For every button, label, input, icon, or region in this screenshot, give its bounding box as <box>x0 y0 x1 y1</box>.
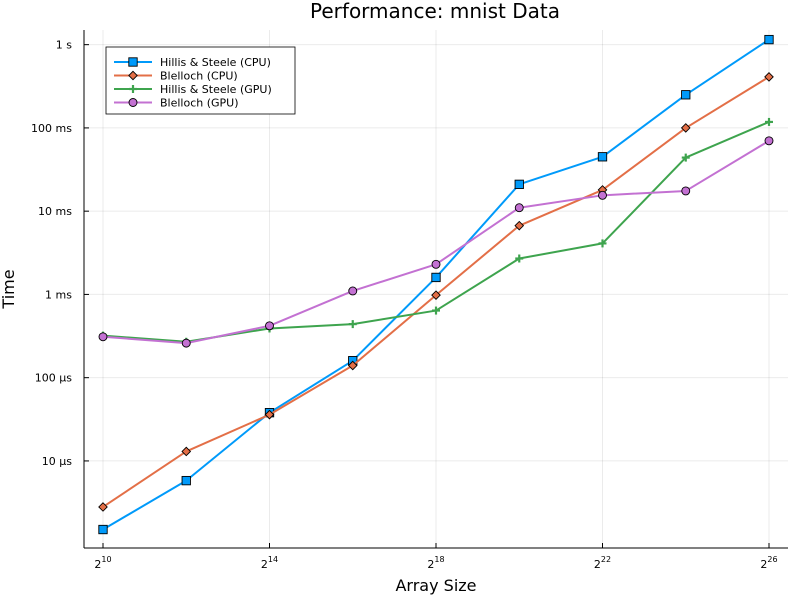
y-ticks: 10 µs 100 µs 1 ms 10 ms 100 ms 1 s <box>31 39 89 468</box>
data-point <box>181 475 191 486</box>
x-tick-exponent: 18 <box>434 555 444 564</box>
series-2 <box>98 72 774 512</box>
x-tick-label: 210 <box>94 555 111 571</box>
x-tick-base: 2 <box>427 558 434 571</box>
x-tick-base: 2 <box>261 558 268 571</box>
x-tick-exponent: 14 <box>268 555 278 564</box>
data-point <box>98 332 108 342</box>
series <box>98 34 774 535</box>
data-point <box>181 338 191 348</box>
y-tick-label: 100 ms <box>31 122 72 135</box>
x-ticks: 210 214 218 222 226 <box>94 543 778 571</box>
data-point <box>764 72 774 82</box>
legend-marker <box>128 57 138 67</box>
x-tick-base: 2 <box>94 558 101 571</box>
legend-label: Hillis & Steele (CPU) <box>160 56 271 69</box>
x-tick-label: 222 <box>594 555 611 571</box>
legend: Hillis & Steele (CPU)Blelloch (CPU)Hilli… <box>105 46 296 115</box>
data-point <box>98 502 108 512</box>
series-4 <box>98 136 774 348</box>
x-tick-base: 2 <box>594 558 601 571</box>
legend-item: Hillis & Steele (CPU) <box>114 56 271 69</box>
y-tick-label: 1 s <box>56 39 72 52</box>
data-point <box>681 90 691 100</box>
legend-item: Hillis & Steele (GPU) <box>114 83 272 96</box>
data-point <box>347 360 358 371</box>
data-point <box>680 123 691 133</box>
legend-label: Hillis & Steele (GPU) <box>160 83 272 96</box>
y-axis-label: Time <box>0 269 18 309</box>
data-point <box>598 190 607 200</box>
data-point <box>514 203 524 213</box>
data-point <box>681 153 690 162</box>
data-point <box>514 220 525 231</box>
data-point <box>264 409 275 420</box>
data-point <box>348 320 357 329</box>
x-tick-base: 2 <box>760 558 767 571</box>
x-axis-label: Array Size <box>395 576 476 595</box>
legend-label: Blelloch (CPU) <box>160 70 238 83</box>
grid <box>84 30 788 548</box>
data-point <box>515 254 524 263</box>
y-tick-label: 10 ms <box>38 205 72 218</box>
data-point <box>348 286 358 296</box>
data-point <box>181 446 192 457</box>
legend-item: Blelloch (CPU) <box>114 70 238 83</box>
y-tick-label: 100 µs <box>35 372 72 385</box>
data-point <box>764 136 774 146</box>
legend-marker <box>129 85 137 93</box>
data-point <box>265 321 274 331</box>
data-point <box>514 179 524 189</box>
y-tick-label: 1 ms <box>45 288 72 301</box>
legend-label: Blelloch (GPU) <box>160 97 239 110</box>
y-tick-label: 10 µs <box>42 455 72 468</box>
data-point <box>431 259 441 269</box>
x-tick-exponent: 26 <box>767 555 777 564</box>
x-tick-exponent: 10 <box>101 555 111 564</box>
legend-item: Blelloch (GPU) <box>114 97 239 110</box>
x-tick-exponent: 22 <box>601 555 611 564</box>
data-point <box>598 239 607 248</box>
x-tick-label: 214 <box>261 555 278 571</box>
data-point <box>765 117 773 126</box>
data-point <box>681 186 691 196</box>
x-tick-label: 218 <box>427 555 444 571</box>
data-point <box>764 34 774 45</box>
data-point <box>597 152 608 162</box>
legend-marker <box>128 98 138 107</box>
data-point <box>98 524 108 535</box>
legend-marker <box>128 70 138 81</box>
chart-title: Performance: mnist Data <box>310 0 560 23</box>
data-point <box>431 290 441 300</box>
x-tick-label: 226 <box>760 555 777 571</box>
data-point <box>432 306 440 315</box>
data-point <box>431 272 441 283</box>
